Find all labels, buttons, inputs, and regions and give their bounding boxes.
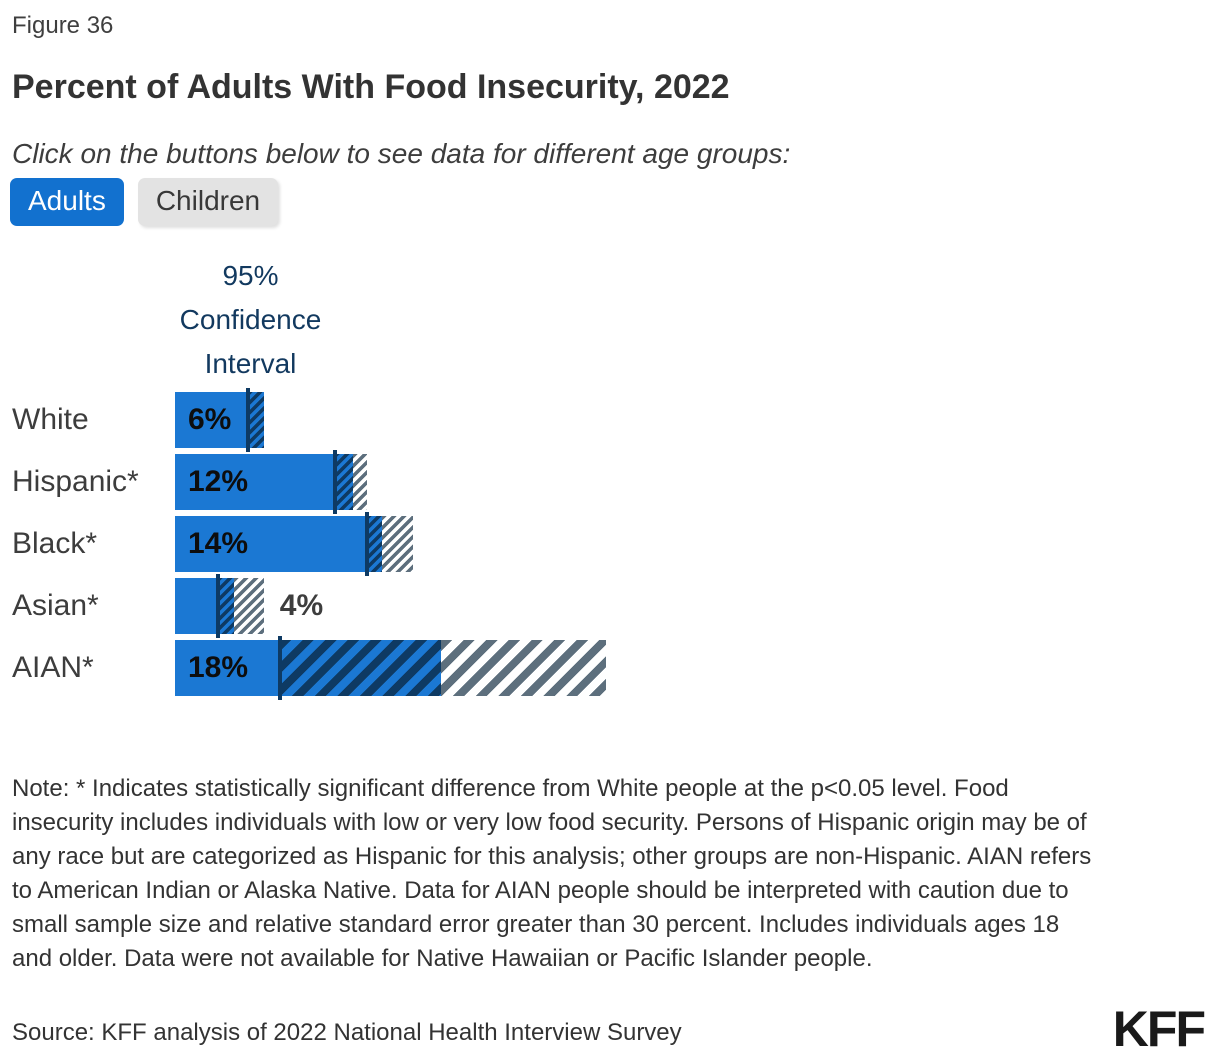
ci-lower-bound-marker (332, 450, 337, 514)
chart-row-aian: AIAN* 18% (12, 636, 606, 700)
chart-row-hispanic: Hispanic* 12% (12, 450, 606, 514)
ci-hatch-below-estimate (280, 640, 442, 696)
chart-row-white: White 6% (12, 388, 606, 452)
confidence-interval-header: 95% Confidence Interval (179, 260, 322, 379)
ci-lower-bound-marker (215, 574, 220, 638)
bar-solid-segment (175, 578, 218, 634)
ci-lower-bound-marker (365, 512, 370, 576)
category-label: White (12, 403, 89, 436)
bar-value-label: 6% (188, 403, 232, 436)
chart-row-asian: Asian* 4% (12, 574, 606, 638)
ci-lower-bound-marker (278, 636, 283, 700)
figure-label: Figure 36 (12, 12, 114, 39)
ci-hatch-above-estimate (441, 640, 606, 696)
ci-hatch-below-estimate (334, 454, 353, 510)
bar-area: 18% (175, 636, 606, 700)
ci-hatch-below-estimate (217, 578, 235, 634)
bar-value-label: 12% (188, 465, 249, 498)
bar-area: 6% (175, 388, 264, 452)
chart-row-black: Black* 14% (12, 512, 606, 576)
bar-area: 4% (175, 574, 323, 638)
bar-area: 12% (175, 450, 368, 514)
ci-hatch-above-estimate (234, 578, 264, 634)
ci-hatch-below-estimate (247, 392, 264, 448)
adults-button[interactable]: Adults (10, 178, 124, 226)
subtitle-instruction: Click on the buttons below to see data f… (12, 138, 791, 169)
category-label: Black* (12, 527, 98, 560)
bar-solid-segment (175, 516, 368, 572)
bar-value-label: 4% (279, 589, 324, 622)
category-label: AIAN* (12, 651, 94, 684)
footnote: Note: * Indicates statistically signific… (12, 775, 1092, 972)
ci-lower-bound-marker (245, 388, 250, 452)
category-label: Hispanic* (12, 465, 139, 498)
source-line: Source: KFF analysis of 2022 National He… (12, 1019, 682, 1046)
category-label: Asian* (12, 589, 99, 622)
bar-solid-segment (175, 454, 335, 510)
ci-hatch-above-estimate (352, 454, 368, 510)
children-button[interactable]: Children (137, 178, 279, 226)
bar-value-label: 18% (188, 651, 249, 684)
bar-area: 14% (175, 512, 414, 576)
page-title: Percent of Adults With Food Insecurity, … (12, 68, 730, 106)
bar-chart: White 6% Hispanic* 12% Black* (12, 388, 606, 702)
ci-hatch-above-estimate (382, 516, 414, 572)
bar-solid-segment (175, 640, 281, 696)
age-group-toggle: Adults Children (10, 178, 279, 226)
ci-hatch-below-estimate (367, 516, 383, 572)
bar-solid-segment (175, 392, 248, 448)
kff-logo: KFF (1112, 1001, 1206, 1057)
bar-value-label: 14% (188, 527, 249, 560)
